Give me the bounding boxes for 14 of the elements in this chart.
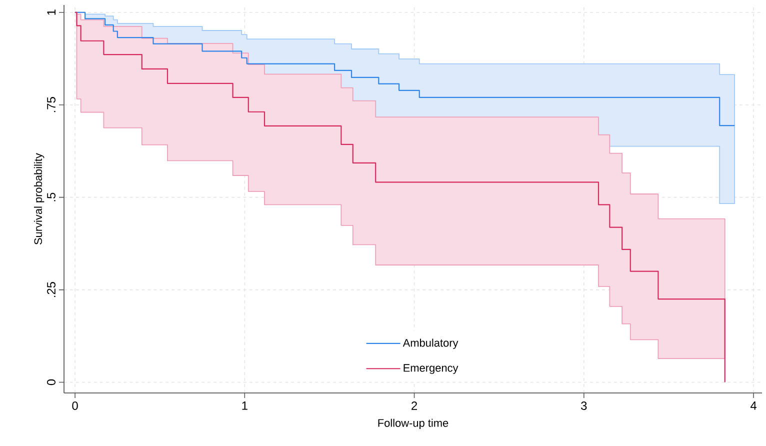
y-tick-label: .25 — [47, 282, 56, 298]
y-tick-label: 1 — [47, 10, 56, 15]
y-axis-title: Survival probability — [34, 153, 44, 244]
y-tick-label: .75 — [47, 97, 56, 112]
y-tick-label: .5 — [47, 192, 56, 202]
legend-label: Emergency — [404, 364, 458, 374]
x-tick-label: 4 — [750, 402, 756, 410]
x-tick-label: 1 — [242, 402, 248, 410]
legend-label: Ambulatory — [402, 338, 458, 349]
x-tick-label: 3 — [581, 402, 587, 410]
x-tick-label: 2 — [412, 402, 418, 410]
x-tick-label: 0 — [72, 402, 78, 410]
x-axis-title: Follow-up time — [378, 418, 448, 430]
y-tick-label: 0 — [47, 379, 56, 386]
